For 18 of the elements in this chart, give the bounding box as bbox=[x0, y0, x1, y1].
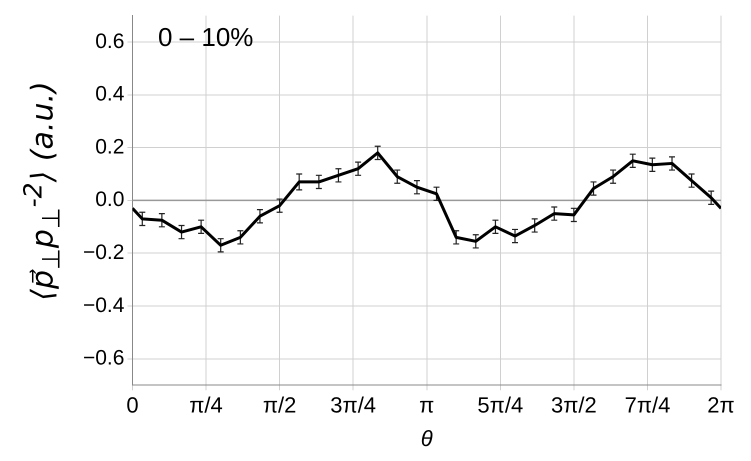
y-tick-label: 0.0 bbox=[95, 188, 124, 212]
y-tick-label: 0.6 bbox=[95, 30, 124, 53]
x-tick-label: 5π/4 bbox=[477, 392, 524, 418]
x-tick-label: 0 bbox=[126, 392, 139, 418]
y-tick-label: −0.6 bbox=[82, 346, 124, 370]
x-tick-label: 3π/2 bbox=[550, 392, 597, 418]
y-tick-label: −0.4 bbox=[82, 294, 125, 317]
x-tick-label: 3π/4 bbox=[330, 392, 376, 418]
x-tick-label: π/2 bbox=[262, 392, 296, 418]
x-tick-label: π/4 bbox=[189, 392, 223, 418]
annotation: 0 – 10% bbox=[158, 22, 254, 53]
x-tick-label: 7π/4 bbox=[624, 392, 670, 418]
y-tick-label: 0.2 bbox=[95, 135, 124, 158]
x-tick-label: 2π bbox=[707, 392, 735, 418]
x-axis-title: θ bbox=[420, 426, 433, 451]
y-tick-label: 0.4 bbox=[95, 82, 125, 106]
x-tick-label: π bbox=[419, 392, 434, 418]
y-tick-label: −0.2 bbox=[82, 240, 124, 264]
